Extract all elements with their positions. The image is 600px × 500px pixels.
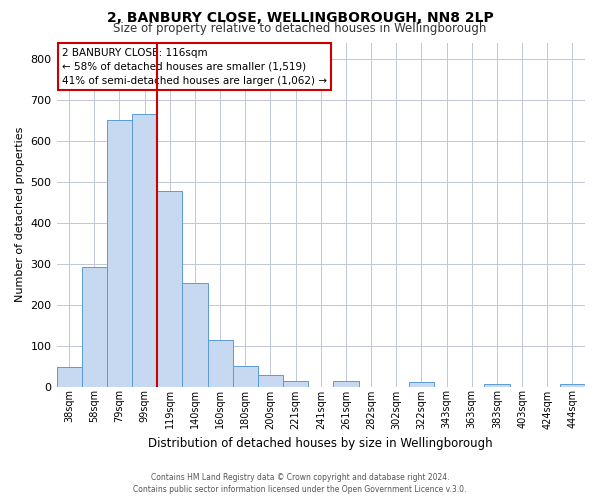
Bar (334, 381, 359, 386)
Text: 2, BANBURY CLOSE, WELLINGBOROUGH, NN8 2LP: 2, BANBURY CLOSE, WELLINGBOROUGH, NN8 2L… (107, 11, 493, 25)
Bar (107, 120, 132, 386)
Text: 2 BANBURY CLOSE: 116sqm
← 58% of detached houses are smaller (1,519)
41% of semi: 2 BANBURY CLOSE: 116sqm ← 58% of detache… (62, 48, 327, 86)
Bar (283, 381, 308, 386)
X-axis label: Distribution of detached houses by size in Wellingborough: Distribution of detached houses by size … (148, 437, 493, 450)
Y-axis label: Number of detached properties: Number of detached properties (15, 127, 25, 302)
Bar (157, 191, 182, 386)
Bar (182, 283, 208, 387)
Bar (409, 382, 434, 386)
Text: Size of property relative to detached houses in Wellingborough: Size of property relative to detached ho… (113, 22, 487, 35)
Bar (56, 367, 82, 386)
Bar (82, 266, 107, 386)
Bar (233, 366, 258, 386)
Bar (258, 375, 283, 386)
Bar (560, 384, 585, 386)
Bar (484, 384, 509, 386)
Bar (208, 340, 233, 386)
Bar (132, 114, 157, 386)
Text: Contains HM Land Registry data © Crown copyright and database right 2024.
Contai: Contains HM Land Registry data © Crown c… (133, 472, 467, 494)
